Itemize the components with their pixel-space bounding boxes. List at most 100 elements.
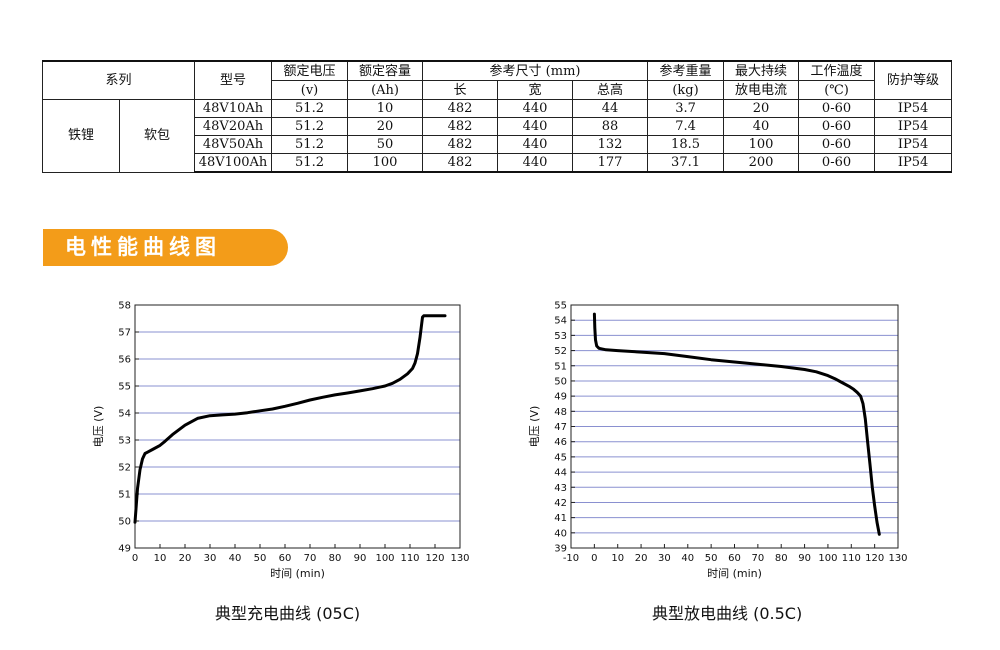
- y-tick-label: 51: [118, 490, 131, 501]
- cell-model: 48V50Ah: [194, 135, 273, 154]
- y-tick-label: 43: [554, 483, 567, 494]
- table-row: 48V100Ah 51.2 100 482 440 177 37.1 200 0…: [43, 153, 953, 173]
- y-tick-label: 42: [554, 498, 567, 509]
- x-tick-label: 10: [611, 553, 624, 564]
- cell-voltage: 51.2: [271, 99, 349, 118]
- cell-current: 100: [723, 135, 800, 154]
- cell-ip: IP54: [874, 117, 953, 136]
- y-tick-label: 46: [554, 437, 567, 448]
- x-tick-label: 130: [450, 553, 469, 564]
- header-capacity-unit: (Ah): [347, 80, 424, 100]
- y-tick-label: 44: [554, 468, 567, 479]
- x-tick-label: 90: [354, 553, 367, 564]
- header-voltage-unit: (v): [271, 80, 349, 100]
- cell-width: 440: [497, 135, 574, 154]
- cell-temp: 0-60: [798, 153, 876, 173]
- y-tick-label: 45: [554, 452, 567, 463]
- y-tick-label: 48: [554, 407, 567, 418]
- header-length: 长: [422, 80, 499, 100]
- y-tick-label: 41: [554, 513, 567, 524]
- header-temp-unit: (℃): [798, 80, 876, 100]
- cell-capacity: 10: [347, 99, 424, 118]
- x-tick-label: 70: [304, 553, 317, 564]
- y-tick-label: 55: [118, 382, 131, 393]
- y-axis-label: 电压 (V): [528, 406, 541, 448]
- x-tick-label: 0: [132, 553, 138, 564]
- y-tick-label: 58: [118, 301, 131, 312]
- cell-capacity: 20: [347, 117, 424, 136]
- cell-current: 200: [723, 153, 800, 173]
- x-tick-label: 0: [591, 553, 597, 564]
- cell-weight: 37.1: [647, 153, 725, 173]
- cell-temp: 0-60: [798, 117, 876, 136]
- plot-frame: [134, 304, 461, 549]
- x-axis-label: 时间 (min): [707, 567, 762, 580]
- cell-capacity: 50: [347, 135, 424, 154]
- x-tick-label: 30: [204, 553, 217, 564]
- cell-length: 482: [422, 99, 499, 118]
- header-temp: 工作温度: [798, 60, 876, 81]
- header-weight: 参考重量: [647, 60, 725, 81]
- cell-model: 48V20Ah: [194, 117, 273, 136]
- x-tick-label: 20: [179, 553, 192, 564]
- x-tick-label: 50: [705, 553, 718, 564]
- x-tick-label: 100: [818, 553, 837, 564]
- header-width: 宽: [497, 80, 574, 100]
- cell-length: 482: [422, 117, 499, 136]
- header-weight-unit: (kg): [647, 80, 725, 100]
- cell-width: 440: [497, 99, 574, 118]
- y-tick-label: 39: [554, 544, 567, 555]
- y-tick-label: 53: [554, 331, 567, 342]
- y-tick-label: 52: [554, 346, 567, 357]
- series-line-0: [133, 314, 447, 524]
- plot-frame: [570, 304, 899, 549]
- header-model: 型号: [194, 60, 273, 100]
- charge-chart-title: 典型充电曲线 (05C): [215, 604, 361, 623]
- y-tick-label: 47: [554, 422, 567, 433]
- x-tick-label: 40: [229, 553, 242, 564]
- cell-voltage: 51.2: [271, 117, 349, 136]
- header-size: 参考尺寸 (mm): [422, 60, 649, 81]
- y-tick-label: 56: [118, 355, 131, 366]
- y-tick-label: 49: [118, 544, 131, 555]
- cell-model: 48V100Ah: [194, 153, 273, 173]
- x-tick-label: -10: [563, 553, 579, 564]
- x-tick-label: 120: [865, 553, 884, 564]
- cell-length: 482: [422, 153, 499, 173]
- y-tick-label: 49: [554, 392, 567, 403]
- table-header-row: 系列 型号 额定电压 额定容量 参考尺寸 (mm) 参考重量 最大持续 工作温度…: [41, 60, 953, 100]
- cell-width: 440: [497, 117, 574, 136]
- discharge-chart-title: 典型放电曲线 (0.5C): [652, 604, 803, 623]
- y-tick-label: 57: [118, 328, 131, 339]
- x-tick-label: 50: [254, 553, 267, 564]
- cell-temp: 0-60: [798, 99, 876, 118]
- cell-package: 软包: [118, 99, 196, 173]
- cell-height: 88: [572, 117, 649, 136]
- x-tick-label: 100: [375, 553, 394, 564]
- header-max-current: 最大持续: [723, 60, 800, 81]
- x-tick-label: 30: [658, 553, 671, 564]
- cell-series-type: 铁锂: [42, 99, 120, 173]
- x-tick-label: 110: [400, 553, 419, 564]
- cell-ip: IP54: [874, 99, 953, 118]
- table-row: 48V50Ah 51.2 50 482 440 132 18.5 100 0-6…: [43, 135, 953, 154]
- y-tick-label: 50: [118, 517, 131, 528]
- y-tick-label: 51: [554, 361, 567, 372]
- y-tick-label: 55: [554, 301, 567, 312]
- cell-ip: IP54: [874, 135, 953, 154]
- x-tick-label: 120: [425, 553, 444, 564]
- cell-voltage: 51.2: [271, 135, 349, 154]
- header-max-current-2: 放电电流: [723, 80, 800, 100]
- x-tick-label: 90: [798, 553, 811, 564]
- y-tick-label: 50: [554, 376, 567, 387]
- y-tick-label: 53: [118, 436, 131, 447]
- table-header-row-2: (v) (Ah) 长 宽 总高 (kg) 放电电流 (℃): [43, 80, 952, 100]
- header-voltage: 额定电压: [271, 60, 349, 81]
- cell-ip: IP54: [874, 153, 953, 173]
- header-height: 总高: [572, 80, 649, 100]
- cell-weight: 7.4: [647, 117, 725, 136]
- cell-model: 48V10Ah: [194, 99, 273, 118]
- x-tick-label: 10: [154, 553, 167, 564]
- section-title-banner: 电性能曲线图: [43, 229, 288, 266]
- y-axis-label: 电压 (V): [92, 406, 105, 448]
